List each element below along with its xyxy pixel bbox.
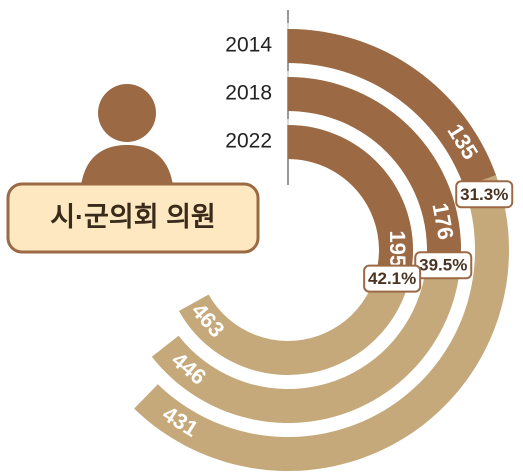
value-label: 195 <box>385 230 410 267</box>
title-box <box>6 182 260 254</box>
share-label: 31.3% <box>460 185 508 204</box>
chart-title: 시·군의회 의원 <box>50 202 216 232</box>
total-arc <box>134 29 509 472</box>
share-box <box>455 180 514 209</box>
value-arc <box>288 29 496 187</box>
icon-head <box>98 84 156 142</box>
year-label: 2018 <box>225 82 272 105</box>
value-arc <box>288 77 461 255</box>
share-label: 42.1% <box>368 269 416 288</box>
year-label: 2014 <box>225 34 272 57</box>
year-label: 2022 <box>225 130 272 153</box>
share-label: 39.5% <box>419 256 467 275</box>
value-arc <box>288 125 414 275</box>
share-box <box>363 264 422 293</box>
